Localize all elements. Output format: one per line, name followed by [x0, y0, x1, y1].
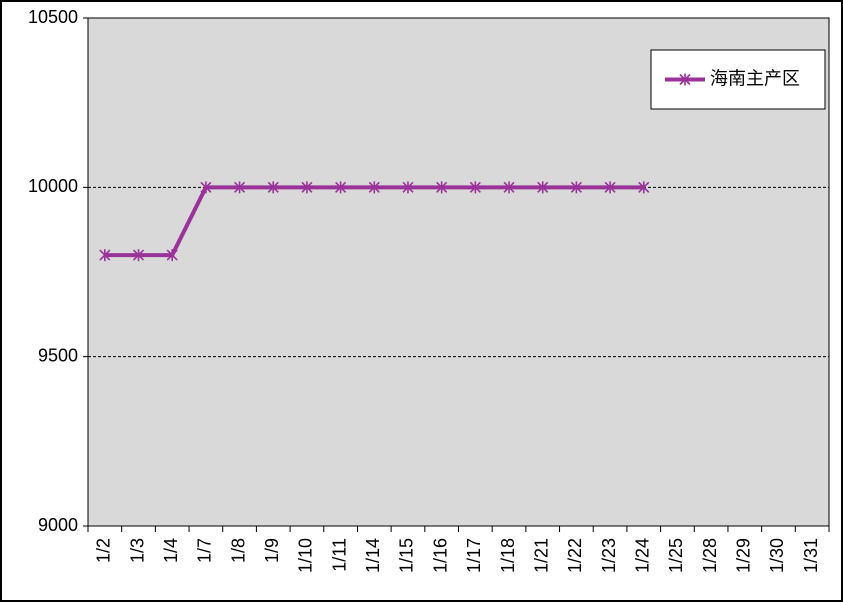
- marker: [234, 181, 246, 194]
- x-tick-label: 1/31: [801, 538, 821, 573]
- marker: [604, 181, 616, 194]
- marker: [166, 249, 178, 262]
- x-tick-label: 1/16: [430, 538, 450, 573]
- x-tick-label: 1/4: [161, 538, 181, 563]
- marker: [436, 181, 448, 194]
- x-tick-label: 1/11: [329, 538, 349, 572]
- marker: [301, 181, 313, 194]
- y-tick-label: 9000: [38, 515, 78, 535]
- marker: [537, 181, 549, 194]
- marker: [200, 181, 212, 194]
- marker: [132, 249, 145, 262]
- x-tick-label: 1/30: [767, 538, 787, 573]
- marker: [402, 181, 414, 194]
- marker: [570, 181, 582, 194]
- marker: [267, 181, 279, 194]
- x-tick-label: 1/9: [262, 538, 282, 563]
- x-tick-label: 1/10: [296, 538, 316, 573]
- x-tick-label: 1/25: [666, 538, 686, 573]
- x-tick-label: 1/7: [195, 538, 215, 563]
- x-tick-label: 1/23: [599, 538, 619, 573]
- marker: [638, 181, 650, 194]
- x-tick-label: 1/14: [363, 538, 383, 573]
- x-tick-label: 1/3: [127, 538, 147, 563]
- y-tick-label: 9500: [38, 345, 78, 365]
- legend-label: 海南主产区: [710, 68, 800, 88]
- x-tick-label: 1/29: [734, 538, 754, 573]
- y-tick-label: 10500: [28, 7, 78, 27]
- x-tick-label: 1/15: [397, 538, 417, 573]
- legend-marker: [679, 73, 691, 86]
- x-tick-label: 1/18: [498, 538, 518, 573]
- x-tick-label: 1/28: [700, 538, 720, 573]
- marker: [99, 249, 111, 262]
- marker: [469, 181, 481, 194]
- marker: [503, 181, 515, 194]
- x-tick-label: 1/2: [94, 538, 114, 563]
- y-tick-label: 10000: [28, 176, 78, 196]
- x-tick-label: 1/21: [531, 538, 551, 573]
- marker: [368, 181, 380, 194]
- x-tick-label: 1/17: [464, 538, 484, 573]
- x-tick-label: 1/22: [565, 538, 585, 573]
- x-tick-label: 1/8: [228, 538, 248, 563]
- marker: [335, 181, 347, 194]
- x-tick-label: 1/24: [633, 538, 653, 573]
